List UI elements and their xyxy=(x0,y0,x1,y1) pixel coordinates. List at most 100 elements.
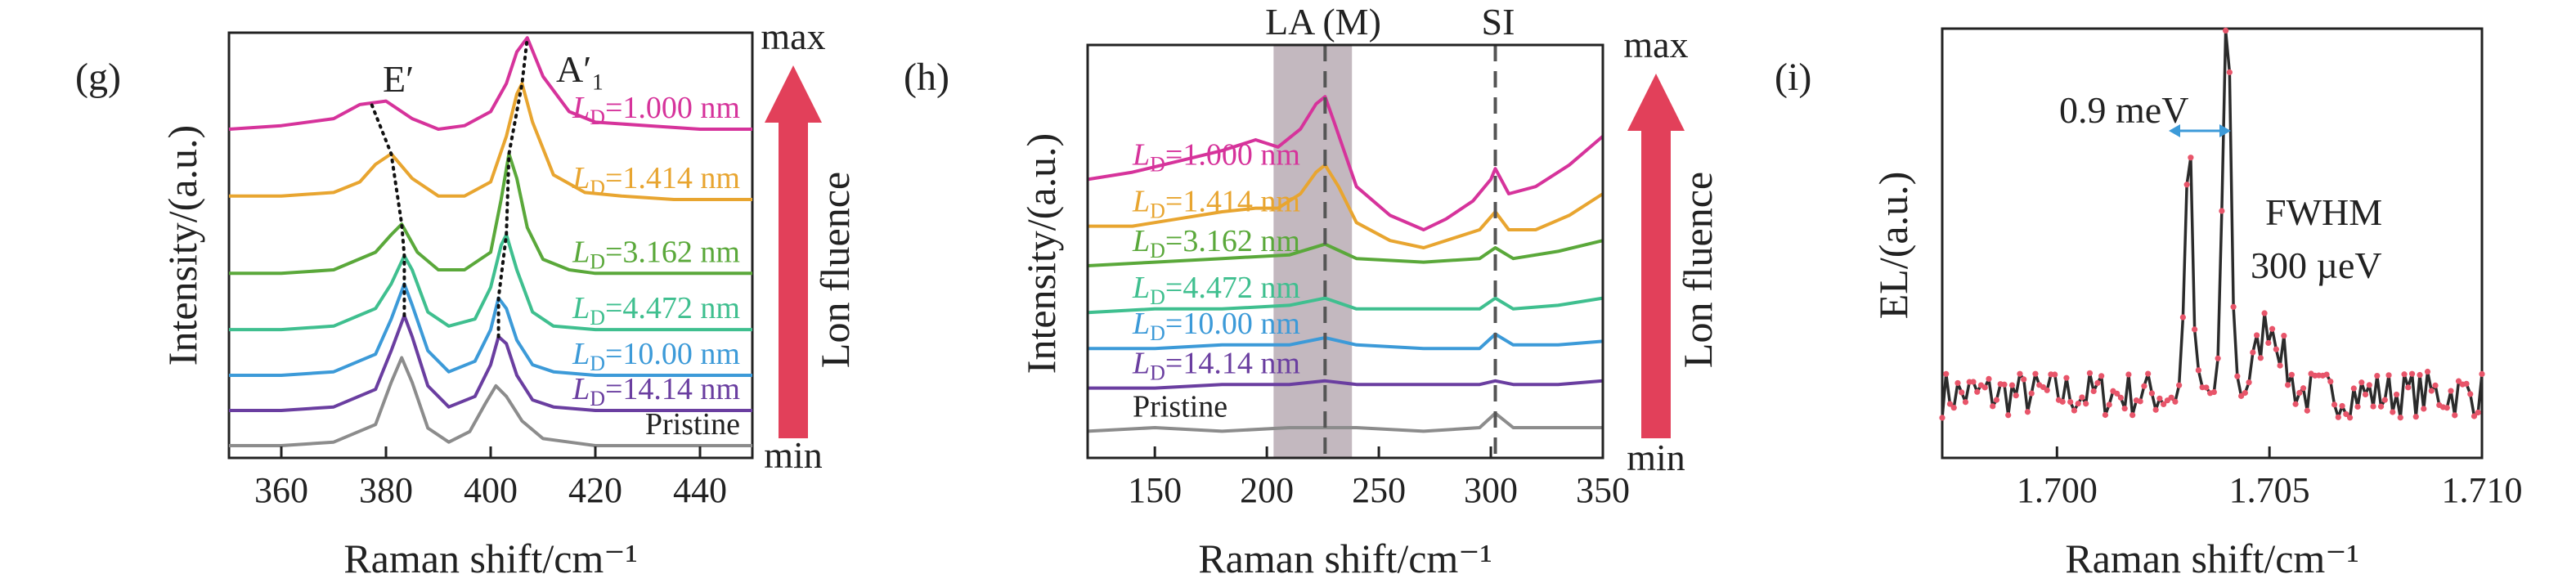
panel-i-point xyxy=(2168,394,2174,401)
panel-i-point xyxy=(2346,415,2354,421)
panel-i-point xyxy=(2304,407,2310,414)
panel-i-point xyxy=(1946,401,1954,407)
panel-i-point xyxy=(2405,384,2412,391)
panel-g-x-ticks: 360 380 400 420 440 xyxy=(254,446,727,510)
panel-i-point xyxy=(2102,411,2109,419)
panel-i-point xyxy=(2063,374,2070,381)
panel-i-point xyxy=(2467,391,2474,397)
panel-i-point xyxy=(2471,413,2478,419)
panel-h-series-label-4: LD=10.00 nm xyxy=(1132,307,1300,345)
panel-i-fwhm-label: FWHM xyxy=(2265,191,2382,233)
panel-i-point xyxy=(2117,394,2125,401)
panel-i-point xyxy=(2250,349,2256,356)
panel-i-point xyxy=(2366,382,2372,388)
panel-i-point xyxy=(2219,208,2225,214)
panel-i-point xyxy=(2397,415,2403,421)
panel-i-point xyxy=(2343,410,2349,418)
panel-h-line-1 xyxy=(1088,163,1604,249)
panel-i-point xyxy=(1950,405,1957,411)
panel-i-point xyxy=(2183,182,2190,188)
panel-i-point xyxy=(2284,382,2291,388)
panel-i-point xyxy=(2358,379,2365,386)
panel-h-label: (h) xyxy=(904,56,949,99)
panel-h-x-label: Raman shift/cm⁻¹ xyxy=(1198,536,1492,581)
panel-g-tick-label-1: 380 xyxy=(359,470,413,510)
panel-i-point xyxy=(2354,403,2361,410)
panel-i-tick-label-0: 1.700 xyxy=(2017,470,2098,510)
panel-g-line-4 xyxy=(229,282,752,377)
panel-i-point xyxy=(2412,414,2419,420)
panel-g-annotation-a: A′₁ xyxy=(556,48,604,90)
panel-h-tick-label-1: 200 xyxy=(1240,470,1294,510)
panel-i-point xyxy=(2234,373,2241,379)
fluence-text-h: Lon fluence xyxy=(1675,172,1721,368)
panel-i-point xyxy=(2385,372,2392,379)
panel-i-point xyxy=(2079,394,2085,401)
fluence-arrow-h: max min Lon fluence xyxy=(1623,24,1721,478)
panel-i-point xyxy=(2156,395,2163,401)
panel-i: (i) 1.700 1.705 1.710 0.9 meV FWHM 300 µeV… xyxy=(1775,27,2523,581)
fluence-min-label-g: min xyxy=(764,434,823,476)
panel-i-point xyxy=(2452,412,2458,419)
panel-i-point xyxy=(2106,401,2112,408)
panel-h-tick-label-2: 250 xyxy=(1352,470,1406,510)
panel-i-point xyxy=(2137,398,2143,405)
panel-g-series-label-2: LD=3.162 nm xyxy=(572,235,740,273)
panel-i-point xyxy=(2281,332,2287,339)
panel-g-line-1 xyxy=(229,82,752,201)
panel-i-point xyxy=(2350,385,2357,392)
fluence-arrow-shaft-g xyxy=(779,121,808,438)
panel-h-series-label-5: LD=14.14 nm xyxy=(1132,347,1300,385)
panel-h-line-6 xyxy=(1087,411,1603,433)
panel-i-point xyxy=(2195,367,2201,374)
panel-i-point xyxy=(2210,388,2217,396)
panel-i-fwhm-value: 300 µeV xyxy=(2251,244,2382,286)
panel-h-line-2 xyxy=(1087,239,1604,267)
panel-i-point xyxy=(2335,414,2341,420)
panel-i-point xyxy=(1986,375,1992,382)
panel-i-point xyxy=(2390,409,2396,415)
panel-i-point xyxy=(2475,409,2481,416)
panel-i-point xyxy=(2421,406,2427,412)
panel-i-point xyxy=(2141,383,2147,389)
panel-i-point xyxy=(2455,378,2462,384)
panel-i-point xyxy=(2428,388,2435,394)
panel-h-series-label-6: Pristine xyxy=(1133,389,1227,424)
panel-i-point xyxy=(2269,325,2276,332)
panel-i-point xyxy=(2424,368,2431,375)
panel-g-y-label: Intensity/(a.u.) xyxy=(159,125,205,365)
panel-g-series-label-5: LD=14.14 nm xyxy=(572,372,740,410)
panel-i-label: (i) xyxy=(1775,56,1811,99)
panel-i-point xyxy=(2121,406,2128,412)
panel-i-tick-label-1: 1.705 xyxy=(2229,470,2310,510)
panel-h-x-ticks: 150 200 250 300 350 xyxy=(1128,446,1630,510)
panel-h-band-label: LA (M) xyxy=(1265,1,1381,43)
panel-i-point xyxy=(1954,379,1961,387)
panel-i-point xyxy=(2277,362,2283,369)
panel-i-splitting-arrow xyxy=(2169,124,2231,137)
panel-i-point xyxy=(2393,391,2400,398)
panel-g-x-label: Raman shift/cm⁻¹ xyxy=(343,536,637,581)
panel-i-point xyxy=(2094,379,2101,387)
panel-i-point xyxy=(2444,405,2450,411)
panel-i-point xyxy=(1939,415,1945,421)
panel-h-series-label-3: LD=4.472 nm xyxy=(1132,271,1300,309)
panel-i-point xyxy=(2176,382,2183,388)
panel-g-peak-track-0 xyxy=(368,99,406,317)
panel-i-point xyxy=(2071,407,2078,414)
panel-i-point xyxy=(2381,397,2388,403)
panel-i-spectrum xyxy=(1939,27,2485,421)
panel-g-line-3 xyxy=(229,233,752,332)
panel-i-point xyxy=(2300,385,2307,392)
panel-h-tick-label-0: 150 xyxy=(1128,470,1182,510)
panel-i-point xyxy=(2377,403,2385,410)
fluence-min-label-h: min xyxy=(1627,437,1685,478)
panel-h: (h) 150 200 250 300 350 LD=1.000 nm LD=1.414 … xyxy=(904,1,1630,581)
fluence-max-label-g: max xyxy=(761,16,825,57)
fluence-arrow-head-h xyxy=(1627,74,1685,131)
panel-g-line-2 xyxy=(229,152,752,276)
panel-i-point xyxy=(2052,371,2058,378)
panel-i-point xyxy=(2044,387,2050,393)
panel-g-tick-label-4: 440 xyxy=(673,470,727,510)
panel-i-point xyxy=(2013,392,2019,399)
